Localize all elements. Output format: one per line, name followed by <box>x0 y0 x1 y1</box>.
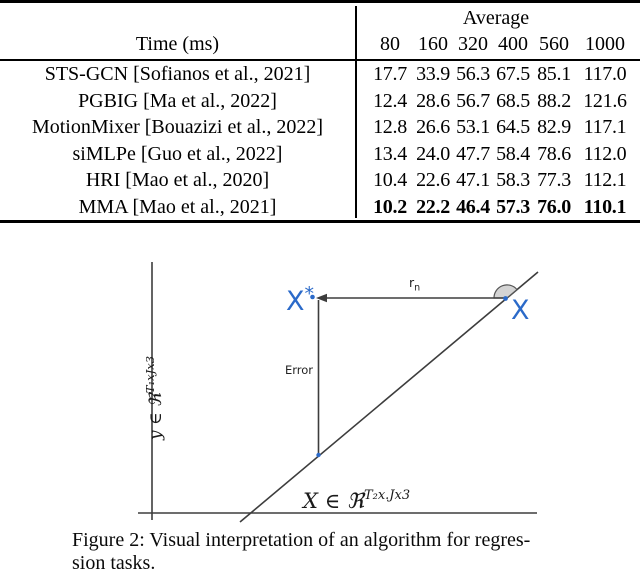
row-values: 10.4 22.6 47.1 58.3 77.3 112.1 <box>367 167 635 194</box>
row-values: 12.8 26.6 53.1 64.5 82.9 117.1 <box>367 114 635 141</box>
table-mid-rule <box>0 59 640 61</box>
method-name: MotionMixer [Bouazizi et al., 2022] <box>31 116 324 138</box>
cell: 12.8 <box>373 116 407 138</box>
error-label: Error <box>285 363 313 377</box>
angle-arc <box>493 284 518 299</box>
header-col: 320 <box>458 33 488 55</box>
point-x-dot <box>503 296 508 301</box>
cell: 88.2 <box>537 89 571 112</box>
cell: 76.0 <box>537 195 571 218</box>
cell: 26.6 <box>416 116 450 138</box>
table-row-best: MMA [Mao et al., 2021] 10.2 22.2 46.4 57… <box>0 194 640 221</box>
regression-line <box>239 271 539 523</box>
row-values: 10.2 22.2 46.4 57.3 76.0 110.1 <box>367 194 635 221</box>
cell: 58.3 <box>496 169 530 191</box>
point-x-star-dot <box>310 294 315 300</box>
cell: 64.5 <box>496 116 530 138</box>
cell: 58.4 <box>496 142 530 165</box>
cell: 82.9 <box>537 116 571 138</box>
method-name: MMA [Mao et al., 2021] <box>78 195 277 218</box>
cell: 56.3 <box>456 63 490 85</box>
cell: 77.3 <box>537 169 571 191</box>
cell: 17.7 <box>373 63 407 85</box>
table-row: PGBIG [Ma et al., 2022] 12.4 28.6 56.7 6… <box>0 88 640 115</box>
cell: 22.6 <box>416 169 450 191</box>
table-bottom-rule <box>0 220 640 223</box>
row-values: 17.7 33.9 56.3 67.5 85.1 117.0 <box>367 61 635 88</box>
residual-arrowhead <box>316 293 327 303</box>
method-name: siMLPe [Guo et al., 2022] <box>72 142 283 165</box>
cell: 56.7 <box>456 89 490 112</box>
cell: 33.9 <box>416 63 450 85</box>
header-col: 1000 <box>585 33 625 55</box>
cell: 12.4 <box>373 89 407 112</box>
x-point-label: X <box>511 295 530 326</box>
x-star-label: X* <box>286 283 314 317</box>
header-col: 80 <box>380 33 400 55</box>
header-col: 400 <box>498 33 528 55</box>
cell: 110.1 <box>583 195 627 218</box>
header-columns: 80 160 320 400 560 1000 <box>367 31 635 57</box>
cell: 53.1 <box>456 116 490 138</box>
table-top-rule <box>0 0 640 3</box>
table-row: STS-GCN [Sofianos et al., 2021] 17.7 33.… <box>0 61 640 88</box>
table-row: siMLPe [Guo et al., 2022] 13.4 24.0 47.7… <box>0 141 640 168</box>
cell: 121.6 <box>583 89 627 112</box>
cell: 10.4 <box>373 169 407 191</box>
cell: 68.5 <box>496 89 530 112</box>
radius-label: rn <box>409 275 420 294</box>
cell: 13.4 <box>373 142 407 165</box>
cell: 112.1 <box>583 169 627 191</box>
caption-line-2: sion tasks. <box>72 552 156 574</box>
header-group-label: Average <box>462 7 530 29</box>
cell: 117.0 <box>583 63 627 85</box>
cell: 67.5 <box>496 63 530 85</box>
caption-line-1: Figure 2: Visual interpretation of an al… <box>72 529 531 551</box>
method-name: PGBIG [Ma et al., 2022] <box>78 89 277 112</box>
cell: 57.3 <box>496 195 530 218</box>
table-row: HRI [Mao et al., 2020] 10.4 22.6 47.1 58… <box>0 167 640 194</box>
table-header: Average Time (ms) 80 160 320 400 560 100… <box>0 3 640 59</box>
cell: 47.1 <box>456 169 490 191</box>
cell: 46.4 <box>456 195 490 218</box>
cell: 85.1 <box>537 63 571 85</box>
cell: 112.0 <box>583 142 627 165</box>
cell: 22.2 <box>416 195 450 218</box>
header-time-label: Time (ms) <box>135 33 220 55</box>
cell: 28.6 <box>416 89 450 112</box>
y-axis-label: y ∈ ℜT₁xJx3 <box>143 356 166 441</box>
cell: 78.6 <box>537 142 571 165</box>
header-col: 560 <box>539 33 569 55</box>
row-values: 12.4 28.6 56.7 68.5 88.2 121.6 <box>367 88 635 115</box>
method-name: HRI [Mao et al., 2020] <box>85 169 270 191</box>
table-body: STS-GCN [Sofianos et al., 2021] 17.7 33.… <box>0 61 640 220</box>
point-on-line-dot <box>316 452 321 458</box>
table-row: MotionMixer [Bouazizi et al., 2022] 12.8… <box>0 114 640 141</box>
x-axis-label: X ∈ ℜT₂x.Jx3 <box>301 488 410 513</box>
cell: 117.1 <box>583 116 627 138</box>
cell: 47.7 <box>456 142 490 165</box>
figure-caption: Figure 2: Visual interpretation of an al… <box>72 529 602 575</box>
cell: 24.0 <box>416 142 450 165</box>
table-column-separator <box>355 6 357 218</box>
method-name: STS-GCN [Sofianos et al., 2021] <box>44 63 311 85</box>
header-col: 160 <box>418 33 448 55</box>
cell: 10.2 <box>373 195 407 218</box>
row-values: 13.4 24.0 47.7 58.4 78.6 112.0 <box>367 141 635 168</box>
regression-diagram: X* X rn Error y ∈ ℜT₁xJx3 X ∈ ℜT₂x.Jx3 <box>138 262 539 523</box>
